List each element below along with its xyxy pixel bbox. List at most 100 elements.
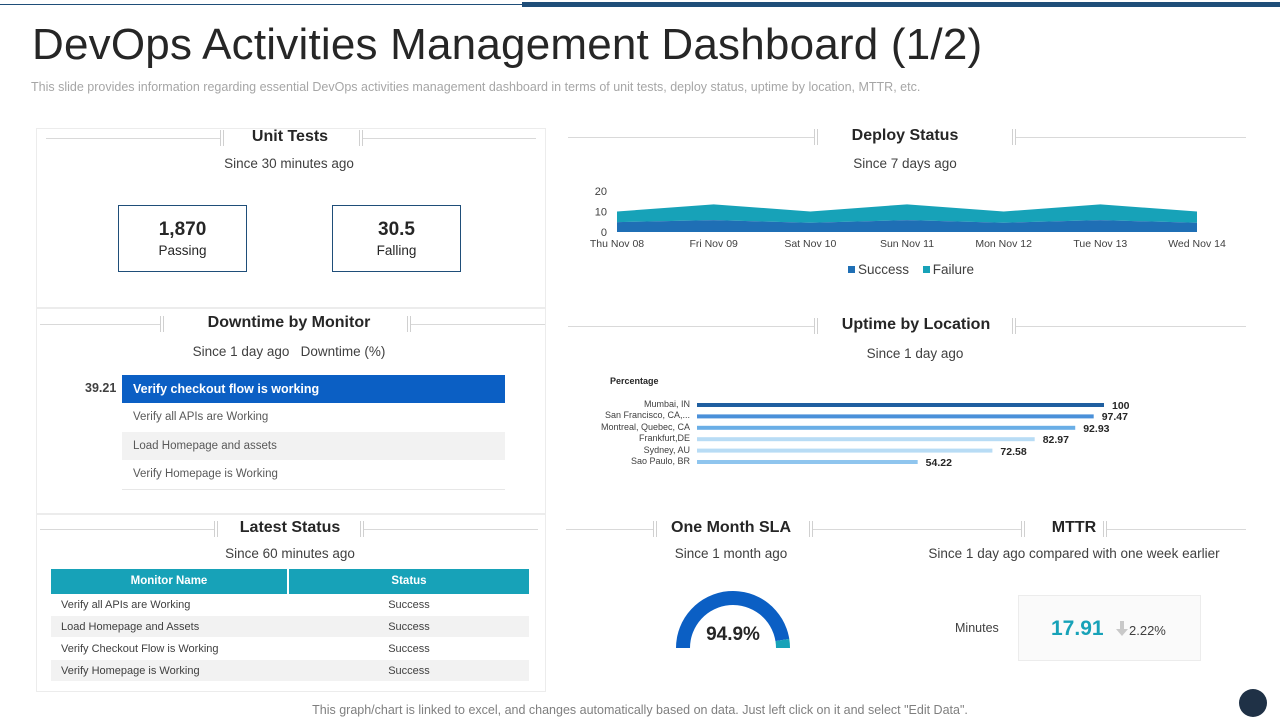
table-row[interactable]: Verify Homepage is Working Success [51,660,529,682]
uptime-bar [697,448,993,453]
uptime-value-label: 97.47 [1101,411,1128,424]
uptime-value-label: 82.97 [1042,434,1069,447]
x-tick-label: Thu Nov 08 [590,238,644,250]
sla-title: One Month SLA [671,519,791,536]
legend-label: Failure [932,262,975,277]
latest-status-since: Since 60 minutes ago [225,546,355,561]
uptime-bar [697,414,1094,419]
monitor-row[interactable]: Verify all APIs are Working [133,411,269,423]
page-subtitle: This slide provides information regardin… [31,80,921,94]
monitor-name-cell: Verify Homepage is Working [61,665,200,677]
falling-value: 30.5 [378,219,415,240]
uptime-header: Uptime by Location [568,315,1246,339]
uptime-chart-title: Percentage [610,376,659,386]
uptime-location-label: San Francisco, CA,... [604,410,690,421]
arrow-down-icon [1116,621,1128,636]
deploy-status-since: Since 7 days ago [853,156,957,171]
monitor-name-cell: Verify all APIs are Working [61,599,191,611]
status-cell: Success [388,621,430,633]
monitor-name-cell: Verify Checkout Flow is Working [61,643,219,655]
status-cell: Success [388,599,430,611]
page-title: DevOps Activities Management Dashboard (… [32,20,983,69]
legend-swatch [922,266,930,273]
uptime-bar [697,403,1104,407]
unit-tests-panel [36,128,546,308]
deploy-status-header: Deploy Status [568,126,1246,150]
uptime-location-label: Sao Paulo, BR [630,456,690,466]
deploy-status-title: Deploy Status [851,127,959,144]
y-tick-label: 10 [595,207,607,219]
falling-label: Falling [376,243,417,258]
unit-tests-header: Unit Tests [46,127,536,151]
falling-kpi-card: 30.5 Falling [332,205,461,272]
mttr-title: MTTR [1051,519,1097,536]
legend-item-success[interactable]: Success [848,262,909,277]
sla-mttr-header: One Month SLA MTTR [566,518,1246,542]
uptime-value-label: 72.58 [1000,445,1027,458]
status-cell: Success [388,665,430,677]
mttr-value: 17.91 [1051,617,1104,640]
y-tick-label: 0 [601,227,607,239]
x-tick-label: Tue Nov 13 [1073,238,1127,250]
uptime-bar [697,437,1035,442]
latest-status-title: Latest Status [239,519,341,536]
gauge-filled-arc [676,591,790,648]
footer-note: This graph/chart is linked to excel, and… [312,703,968,717]
latest-status-header: Latest Status [40,518,538,542]
legend-item-failure[interactable]: Failure [922,262,975,277]
uptime-location-label: Montreal, Quebec, CA [600,421,690,432]
downtime-panel [36,308,546,514]
monitor-name-cell: Load Homepage and Assets [61,621,200,633]
column-header[interactable]: Monitor Name [51,569,289,594]
monitor-list-divider [122,489,505,490]
x-tick-label: Wed Nov 14 [1168,238,1226,250]
gauge-remaining-arc [775,638,790,648]
mttr-unit-label: Minutes [955,621,999,635]
downtime-since-text: Since 1 day ago [192,344,290,359]
y-tick-label: 20 [595,186,607,198]
downtime-header: Downtime by Monitor [40,313,545,337]
x-tick-label: Sat Nov 10 [784,238,836,250]
table-row[interactable]: Verify all APIs are Working Success [51,594,529,616]
status-cell: Success [388,643,430,655]
mttr-change: 2.22% [1129,623,1166,638]
top-accent-line-thin [0,4,522,5]
uptime-bar [697,425,1076,430]
x-tick-label: Mon Nov 12 [975,238,1032,250]
uptime-title: Uptime by Location [841,316,991,333]
downtime-since: Since 1 day ago Downtime (%) [193,344,386,359]
latest-status-table: Monitor Name Status Verify all APIs are … [51,569,529,682]
x-tick-label: Sun Nov 11 [880,238,934,250]
sla-value: 94.9% [706,624,760,645]
passing-label: Passing [158,243,207,258]
mttr-value-card [1018,595,1201,661]
unit-tests-title: Unit Tests [251,128,329,145]
table-row[interactable]: Load Homepage and Assets Success [51,616,529,638]
passing-kpi-card: 1,870 Passing [118,205,247,272]
passing-value: 1,870 [158,219,207,240]
column-header[interactable]: Status [391,575,427,587]
mttr-since: Since 1 day ago compared with one week e… [928,546,1220,561]
uptime-location-label: Mumbai, IN [643,399,690,409]
deploy-chart-legend: Success Failure [848,262,984,277]
table-header: Monitor Name Status [51,569,529,594]
uptime-value-label: 92.93 [1083,422,1110,435]
downtime-title: Downtime by Monitor [207,314,371,331]
monitor-row[interactable]: Verify checkout flow is working [122,375,505,403]
series-area-success [617,220,1197,232]
uptime-value-label: 100 [1112,400,1130,412]
monitor-row[interactable]: Verify Homepage is Working [133,468,278,480]
monitor-row[interactable]: Load Homepage and assets [122,432,505,460]
latest-status-panel [36,514,546,692]
uptime-location-label: Frankfurt,DE [638,433,690,444]
sla-since: Since 1 month ago [674,546,788,561]
x-tick-label: Fri Nov 09 [689,238,738,250]
downtime-unit: Downtime (%) [300,344,386,359]
uptime-since: Since 1 day ago [866,346,964,361]
table-row[interactable]: Verify Checkout Flow is Working Success [51,638,529,660]
unit-tests-since: Since 30 minutes ago [224,156,354,171]
series-area-failure [617,204,1197,223]
